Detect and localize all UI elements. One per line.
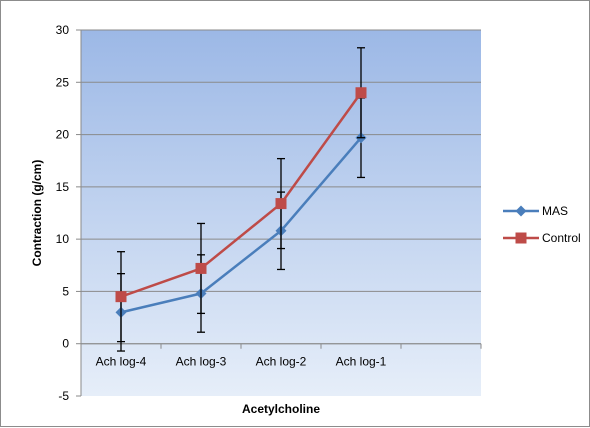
legend-item-control: Control — [503, 231, 581, 245]
data-point-control — [275, 198, 287, 210]
legend-item-mas: MAS — [503, 204, 568, 218]
x-axis-title: Acetylcholine — [242, 402, 320, 416]
y-tick-label: -5 — [58, 389, 69, 403]
legend-label: MAS — [542, 204, 568, 218]
legend-label: Control — [542, 231, 581, 245]
y-tick-label: 15 — [56, 180, 70, 194]
data-point-control — [115, 291, 127, 303]
x-tick-label: Ach log-4 — [96, 355, 147, 369]
y-tick-label: 5 — [62, 284, 69, 298]
series-control — [115, 47, 367, 343]
y-tick-label: 10 — [56, 232, 70, 246]
y-tick-label: 20 — [56, 128, 70, 142]
x-tick-label: Ach log-3 — [176, 355, 227, 369]
series-line — [120, 92, 363, 298]
x-tick-label: Ach log-1 — [336, 355, 387, 369]
data-point-control — [355, 87, 367, 99]
legend: MAS Control — [503, 204, 581, 245]
legend-marker — [515, 232, 527, 244]
x-tick-label: Ach log-2 — [256, 355, 307, 369]
series-line — [120, 136, 362, 314]
y-tick-label: 25 — [56, 75, 70, 89]
data-point-control — [195, 262, 207, 274]
legend-marker — [515, 205, 527, 217]
y-tick-label: 0 — [62, 337, 69, 351]
y-axis-title: Contraction (g/cm) — [30, 160, 44, 267]
y-tick-label: 30 — [56, 23, 70, 37]
